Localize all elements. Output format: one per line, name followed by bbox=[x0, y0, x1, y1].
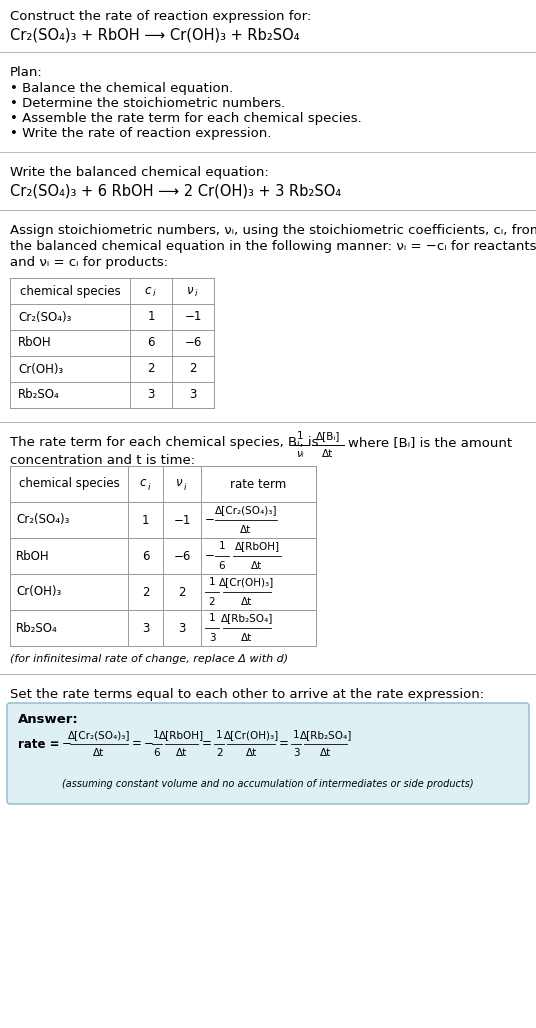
Text: Assign stoichiometric numbers, νᵢ, using the stoichiometric coefficients, cᵢ, fr: Assign stoichiometric numbers, νᵢ, using… bbox=[10, 224, 536, 237]
Text: Rb₂SO₄: Rb₂SO₄ bbox=[16, 622, 58, 634]
Text: Construct the rate of reaction expression for:: Construct the rate of reaction expressio… bbox=[10, 10, 311, 23]
Text: −1: −1 bbox=[173, 514, 191, 526]
Text: 3: 3 bbox=[209, 633, 215, 642]
Text: νᵢ: νᵢ bbox=[296, 449, 304, 458]
Text: 6: 6 bbox=[219, 561, 225, 571]
Text: −: − bbox=[144, 737, 153, 750]
Text: −: − bbox=[205, 514, 215, 526]
Text: c: c bbox=[139, 477, 146, 489]
Text: 1: 1 bbox=[153, 730, 160, 740]
Text: Δ[RbOH]: Δ[RbOH] bbox=[234, 541, 280, 551]
Text: Δt: Δt bbox=[251, 561, 263, 571]
Text: Δ[Cr(OH)₃]: Δ[Cr(OH)₃] bbox=[224, 730, 279, 740]
Text: Δt: Δt bbox=[241, 597, 252, 607]
Text: i: i bbox=[147, 482, 150, 491]
Text: 6: 6 bbox=[142, 550, 149, 562]
Text: 2: 2 bbox=[178, 586, 186, 598]
Text: 1: 1 bbox=[209, 577, 215, 587]
Text: Δ[Rb₂SO₄]: Δ[Rb₂SO₄] bbox=[221, 613, 273, 623]
Text: 3: 3 bbox=[142, 622, 149, 634]
Text: 1: 1 bbox=[142, 514, 149, 526]
Text: • Determine the stoichiometric numbers.: • Determine the stoichiometric numbers. bbox=[10, 97, 285, 110]
Text: Cr(OH)₃: Cr(OH)₃ bbox=[18, 363, 63, 375]
Text: Δt: Δt bbox=[245, 748, 257, 758]
Text: chemical species: chemical species bbox=[19, 477, 120, 490]
Text: Plan:: Plan: bbox=[10, 66, 43, 79]
Text: (assuming constant volume and no accumulation of intermediates or side products): (assuming constant volume and no accumul… bbox=[62, 779, 474, 790]
Text: Δt: Δt bbox=[93, 748, 105, 758]
Text: chemical species: chemical species bbox=[20, 285, 121, 297]
Text: 1: 1 bbox=[297, 431, 303, 441]
Text: 2: 2 bbox=[209, 597, 215, 607]
Text: Δ[Cr₂(SO₄)₃]: Δ[Cr₂(SO₄)₃] bbox=[68, 730, 130, 740]
Text: 1: 1 bbox=[216, 730, 222, 740]
Text: Δt: Δt bbox=[240, 525, 251, 535]
Text: =: = bbox=[132, 737, 142, 750]
Text: 3: 3 bbox=[178, 622, 185, 634]
Text: • Write the rate of reaction expression.: • Write the rate of reaction expression. bbox=[10, 127, 271, 140]
Text: 1: 1 bbox=[293, 730, 300, 740]
Text: 2: 2 bbox=[189, 363, 197, 375]
Text: Δt: Δt bbox=[320, 748, 331, 758]
Text: i: i bbox=[153, 290, 155, 298]
Text: Answer:: Answer: bbox=[18, 713, 79, 726]
Text: =: = bbox=[202, 737, 212, 750]
Text: −1: −1 bbox=[184, 310, 202, 324]
Text: Δt: Δt bbox=[322, 449, 333, 458]
Text: RbOH: RbOH bbox=[16, 550, 50, 562]
Text: −: − bbox=[62, 737, 72, 750]
Text: ν: ν bbox=[187, 284, 193, 296]
Text: 1: 1 bbox=[209, 613, 215, 623]
Text: • Balance the chemical equation.: • Balance the chemical equation. bbox=[10, 82, 233, 95]
Text: 2: 2 bbox=[216, 748, 222, 758]
Text: where [Bᵢ] is the amount: where [Bᵢ] is the amount bbox=[348, 436, 512, 449]
Text: rate term: rate term bbox=[230, 477, 287, 490]
Text: • Assemble the rate term for each chemical species.: • Assemble the rate term for each chemic… bbox=[10, 112, 362, 125]
Text: Cr₂(SO₄)₃ + 6 RbOH ⟶ 2 Cr(OH)₃ + 3 Rb₂SO₄: Cr₂(SO₄)₃ + 6 RbOH ⟶ 2 Cr(OH)₃ + 3 Rb₂SO… bbox=[10, 184, 341, 199]
Text: Set the rate terms equal to each other to arrive at the rate expression:: Set the rate terms equal to each other t… bbox=[10, 688, 484, 701]
Text: Cr₂(SO₄)₃ + RbOH ⟶ Cr(OH)₃ + Rb₂SO₄: Cr₂(SO₄)₃ + RbOH ⟶ Cr(OH)₃ + Rb₂SO₄ bbox=[10, 28, 300, 43]
Text: Δt: Δt bbox=[176, 748, 187, 758]
Text: 3: 3 bbox=[189, 389, 197, 402]
Text: 2: 2 bbox=[147, 363, 155, 375]
Text: −6: −6 bbox=[184, 336, 202, 350]
Text: Δ[Bᵢ]: Δ[Bᵢ] bbox=[316, 431, 340, 441]
Text: 3: 3 bbox=[147, 389, 155, 402]
Text: Rb₂SO₄: Rb₂SO₄ bbox=[18, 389, 59, 402]
Text: 1: 1 bbox=[219, 541, 225, 551]
Text: =: = bbox=[279, 737, 289, 750]
Text: −: − bbox=[205, 550, 215, 562]
Text: 1: 1 bbox=[147, 310, 155, 324]
Text: ν: ν bbox=[176, 477, 182, 489]
Text: i: i bbox=[195, 290, 197, 298]
Text: Δ[Cr(OH)₃]: Δ[Cr(OH)₃] bbox=[219, 577, 274, 587]
Text: Cr(OH)₃: Cr(OH)₃ bbox=[16, 586, 61, 598]
Text: −6: −6 bbox=[173, 550, 191, 562]
Text: Write the balanced chemical equation:: Write the balanced chemical equation: bbox=[10, 166, 269, 179]
Text: The rate term for each chemical species, Bᵢ, is: The rate term for each chemical species,… bbox=[10, 436, 318, 449]
Text: and νᵢ = cᵢ for products:: and νᵢ = cᵢ for products: bbox=[10, 256, 168, 269]
Text: RbOH: RbOH bbox=[18, 336, 51, 350]
Text: concentration and t is time:: concentration and t is time: bbox=[10, 454, 195, 467]
Text: 6: 6 bbox=[147, 336, 155, 350]
Text: c: c bbox=[145, 284, 151, 296]
Text: 3: 3 bbox=[293, 748, 300, 758]
Text: i: i bbox=[184, 482, 186, 491]
Text: rate =: rate = bbox=[18, 737, 64, 750]
Text: Cr₂(SO₄)₃: Cr₂(SO₄)₃ bbox=[16, 514, 69, 526]
Text: 6: 6 bbox=[153, 748, 160, 758]
Text: (for infinitesimal rate of change, replace Δ with d): (for infinitesimal rate of change, repla… bbox=[10, 654, 288, 664]
Text: Δ[RbOH]: Δ[RbOH] bbox=[159, 730, 204, 740]
Text: Δt: Δt bbox=[241, 633, 252, 642]
Text: Cr₂(SO₄)₃: Cr₂(SO₄)₃ bbox=[18, 310, 71, 324]
Text: 2: 2 bbox=[142, 586, 149, 598]
Text: Δ[Cr₂(SO₄)₃]: Δ[Cr₂(SO₄)₃] bbox=[215, 505, 277, 515]
Text: Δ[Rb₂SO₄]: Δ[Rb₂SO₄] bbox=[300, 730, 352, 740]
Text: the balanced chemical equation in the following manner: νᵢ = −cᵢ for reactants: the balanced chemical equation in the fo… bbox=[10, 240, 536, 253]
FancyBboxPatch shape bbox=[7, 703, 529, 804]
